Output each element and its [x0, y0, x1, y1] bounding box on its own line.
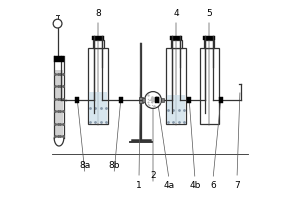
Bar	[92, 36, 104, 40]
Bar	[155, 97, 159, 103]
Text: 1: 1	[136, 182, 142, 190]
Text: 8b: 8b	[108, 162, 120, 170]
Bar	[142, 98, 145, 102]
Bar	[88, 92, 107, 123]
Bar	[167, 95, 185, 123]
Bar	[203, 36, 215, 40]
Text: 6: 6	[210, 182, 216, 190]
Bar	[166, 48, 186, 124]
Text: 4a: 4a	[164, 182, 175, 190]
Bar	[187, 97, 191, 103]
Bar	[170, 40, 182, 48]
Text: 2: 2	[150, 171, 156, 180]
Bar	[204, 40, 214, 48]
Bar	[161, 98, 164, 102]
Bar	[54, 56, 64, 62]
Circle shape	[145, 92, 161, 108]
Bar	[140, 97, 142, 103]
Text: 8a: 8a	[80, 162, 91, 170]
Text: 7: 7	[234, 182, 240, 190]
Bar	[75, 97, 79, 103]
Text: 4: 4	[173, 9, 179, 19]
Bar	[200, 48, 218, 124]
Bar	[92, 40, 104, 48]
Text: 4b: 4b	[189, 182, 201, 190]
Bar	[55, 70, 63, 138]
Bar	[170, 36, 182, 40]
Text: 8: 8	[95, 9, 101, 19]
Bar	[119, 97, 123, 103]
Bar	[88, 48, 108, 124]
Text: 5: 5	[206, 9, 212, 19]
Circle shape	[53, 19, 62, 28]
Bar	[219, 97, 223, 103]
